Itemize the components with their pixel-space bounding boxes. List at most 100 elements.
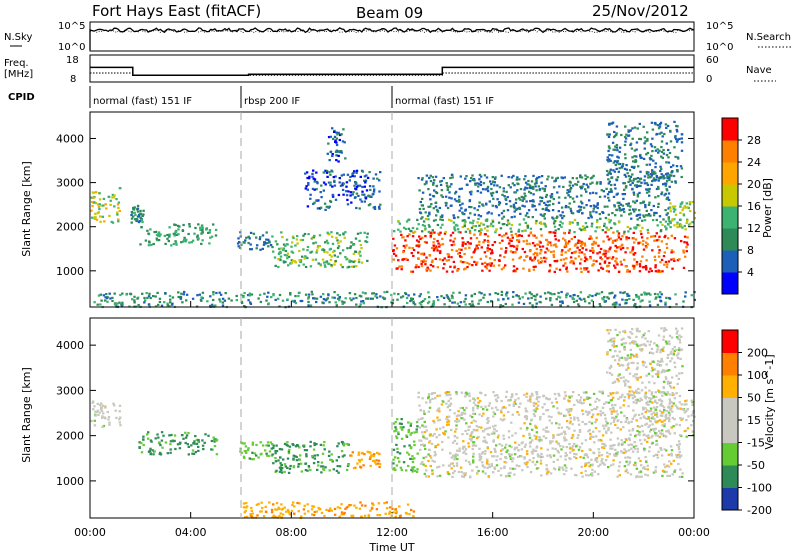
scatter-cell bbox=[633, 415, 636, 418]
scatter-cell bbox=[637, 165, 640, 168]
scatter-cell bbox=[631, 429, 634, 432]
scatter-cell bbox=[601, 392, 604, 395]
scatter-cell bbox=[549, 292, 552, 295]
scatter-cell bbox=[267, 454, 270, 457]
scatter-cell bbox=[180, 292, 183, 295]
freq-line bbox=[90, 66, 694, 77]
scatter-cell bbox=[606, 455, 609, 458]
scatter-cell bbox=[684, 291, 687, 294]
scatter-cell bbox=[100, 204, 103, 207]
scatter-cell bbox=[149, 447, 152, 450]
scatter-cell bbox=[439, 183, 443, 186]
scatter-cell bbox=[333, 291, 336, 294]
scatter-cell bbox=[502, 434, 505, 437]
scatter-cell bbox=[635, 328, 638, 331]
scatter-cell bbox=[524, 410, 528, 413]
scatter-cell bbox=[533, 256, 537, 259]
scatter-cell bbox=[594, 400, 597, 403]
scatter-cell bbox=[534, 208, 538, 211]
scatter-cell bbox=[666, 353, 670, 357]
scatter-cell bbox=[486, 447, 489, 450]
scatter-cell bbox=[420, 260, 423, 263]
scatter-cell bbox=[635, 368, 639, 371]
scatter-cell bbox=[618, 167, 621, 170]
scatter-cell bbox=[446, 406, 449, 409]
scatter-cell bbox=[660, 399, 663, 402]
scatter-cell bbox=[658, 235, 661, 238]
scatter-cell bbox=[585, 474, 588, 477]
scatter-cell bbox=[569, 196, 572, 199]
scatter-cell bbox=[200, 225, 204, 228]
scatter-cell bbox=[640, 236, 644, 239]
scatter-cell bbox=[528, 269, 531, 272]
scatter-cell bbox=[411, 460, 415, 464]
scatter-cell bbox=[508, 404, 511, 407]
scatter-cell bbox=[395, 443, 398, 446]
y-tick-label: 3000 bbox=[56, 177, 84, 190]
scatter-cell bbox=[682, 300, 685, 303]
scatter-cell bbox=[457, 252, 460, 255]
scatter-cell bbox=[407, 429, 410, 432]
scatter-cell bbox=[564, 433, 567, 436]
scatter-cell bbox=[242, 241, 245, 244]
scatter-cell bbox=[651, 219, 655, 222]
scatter-cell bbox=[329, 184, 332, 187]
scatter-cell bbox=[659, 123, 662, 126]
scatter-cell bbox=[656, 270, 660, 273]
scatter-cell bbox=[187, 232, 190, 236]
scatter-cell bbox=[425, 256, 428, 259]
scatter-cell bbox=[615, 454, 618, 457]
scatter-cell bbox=[565, 257, 568, 260]
scatter-cell bbox=[570, 408, 573, 411]
scatter-cell bbox=[650, 235, 653, 238]
scatter-cell bbox=[515, 247, 519, 250]
scatter-cell bbox=[295, 238, 299, 241]
scatter-cell bbox=[567, 410, 571, 413]
scatter-cell bbox=[476, 407, 479, 410]
scatter-cell bbox=[478, 178, 481, 181]
scatter-cell bbox=[438, 418, 442, 421]
scatter-cell bbox=[675, 128, 678, 131]
scatter-cell bbox=[596, 202, 599, 205]
scatter-cell bbox=[595, 435, 598, 438]
scatter-cell bbox=[562, 258, 566, 261]
scatter-cell bbox=[475, 237, 479, 240]
scatter-cell bbox=[621, 451, 624, 454]
scatter-cell bbox=[593, 441, 596, 444]
scatter-cell bbox=[628, 336, 632, 339]
scatter-cell bbox=[561, 211, 564, 214]
scatter-cell bbox=[663, 409, 666, 412]
scatter-cell bbox=[455, 442, 459, 445]
scatter-cell bbox=[680, 137, 683, 140]
scatter-cell bbox=[411, 297, 415, 300]
scatter-cell bbox=[93, 301, 96, 304]
scatter-cell bbox=[272, 293, 275, 296]
scatter-cell bbox=[503, 418, 506, 421]
scatter-cell bbox=[459, 231, 462, 234]
scatter-cell bbox=[521, 247, 524, 251]
scatter-cell bbox=[92, 191, 96, 194]
scatter-cell bbox=[291, 241, 294, 244]
scatter-cell bbox=[609, 246, 612, 249]
scatter-cell bbox=[484, 472, 487, 475]
scatter-cell bbox=[650, 183, 653, 186]
scatter-cell bbox=[664, 417, 668, 420]
scatter-cell bbox=[655, 211, 658, 215]
scatter-cell bbox=[685, 403, 688, 406]
scatter-cell bbox=[438, 433, 441, 437]
scatter-cell bbox=[310, 250, 314, 253]
scatter-cell bbox=[477, 217, 480, 221]
scatter-cell bbox=[390, 293, 393, 296]
scatter-cell bbox=[428, 193, 432, 196]
scatter-cell bbox=[441, 448, 444, 451]
scatter-cell bbox=[632, 231, 635, 234]
scatter-cell bbox=[238, 241, 241, 244]
scatter-cell bbox=[361, 190, 364, 193]
scatter-cell bbox=[639, 260, 643, 263]
scatter-cell bbox=[423, 240, 427, 244]
scatter-cell bbox=[218, 298, 221, 301]
scatter-cell bbox=[392, 252, 396, 255]
scatter-cell bbox=[638, 265, 642, 268]
scatter-cell bbox=[562, 215, 566, 218]
scatter-cell bbox=[325, 169, 329, 173]
